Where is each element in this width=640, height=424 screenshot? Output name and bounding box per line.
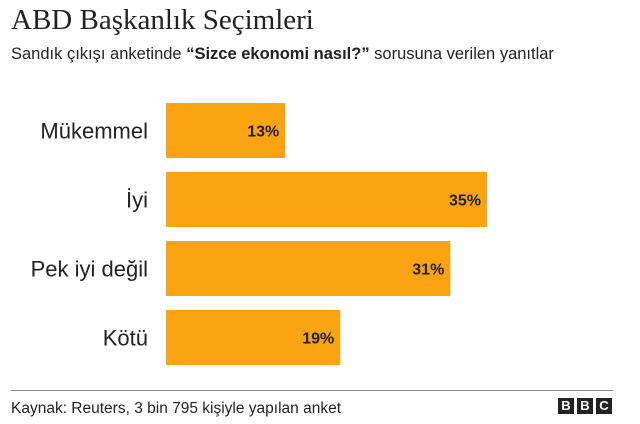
bar-chart: Mükemmel 13% İyi 35% Pek iyi değil 31% Kötü 19% [31, 103, 487, 365]
subtitle-suffix: sorusuna verilen yanıtlar [369, 45, 554, 63]
category-label-i-yi: İyi [126, 188, 148, 213]
bbc-logo-letter-2: B [577, 398, 593, 414]
bar-ko-tu [166, 310, 341, 365]
value-label-i-yi: 35% [449, 193, 481, 210]
value-label-ko-tu: 19% [302, 331, 334, 348]
chart-subtitle: Sandık çıkışı anketinde “Sizce ekonomi n… [11, 45, 554, 64]
source-note: Kaynak: Reuters, 3 bin 795 kişiyle yapıl… [11, 400, 341, 417]
footer-divider [11, 390, 613, 391]
chart-title: ABD Başkanlık Seçimleri [11, 4, 314, 36]
bar-i-yi [166, 172, 487, 227]
category-label-mu-kemmel: Mükemmel [40, 119, 148, 144]
bbc-logo-letter-1: B [558, 398, 574, 414]
value-label-pek-iyi-deg-il: 31% [412, 262, 444, 279]
value-label-mu-kemmel: 13% [247, 124, 279, 141]
subtitle-question: “Sizce ekonomi nasıl?” [186, 45, 370, 63]
bar-pek-iyi-deg-il [166, 241, 451, 296]
bar-mu-kemmel [166, 103, 286, 158]
category-label-pek-iyi-deg-il: Pek iyi değil [31, 257, 148, 282]
bbc-logo: B B C [558, 398, 612, 414]
subtitle-prefix: Sandık çıkışı anketinde [11, 45, 187, 63]
category-label-ko-tu: Kötü [103, 326, 148, 351]
bbc-logo-letter-3: C [596, 398, 612, 414]
